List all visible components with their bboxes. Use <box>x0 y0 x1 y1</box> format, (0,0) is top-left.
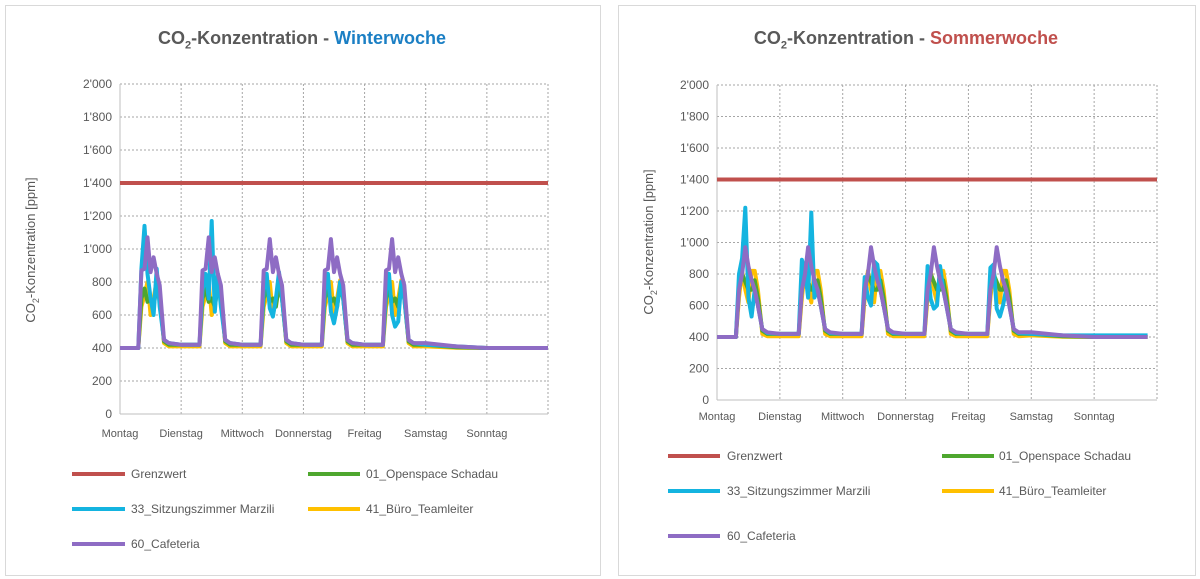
x-tick-label: Donnerstag <box>275 428 332 440</box>
y-tick-label: 400 <box>689 330 709 344</box>
legend-label: Grenzwert <box>131 467 187 481</box>
legend-label: 41_Büro_Teamleiter <box>366 502 473 516</box>
legend-label: 33_Sitzungszimmer Marzili <box>727 484 870 498</box>
y-tick-label: 200 <box>689 362 709 376</box>
series-line-60-cafeteria <box>717 245 1148 339</box>
legend-item[interactable]: Grenzwert <box>72 467 187 481</box>
y-tick-label: 1'200 <box>680 204 709 218</box>
legend-item[interactable]: 41_Büro_Teamleiter <box>942 484 1106 498</box>
y-tick-label: 200 <box>92 374 112 388</box>
y-tick-label: 1'000 <box>680 236 709 250</box>
title-prefix: CO <box>753 28 781 48</box>
legend-label: 60_Cafeteria <box>727 529 796 543</box>
legend-item[interactable]: 01_Openspace Schadau <box>308 467 498 481</box>
x-tick-label: Montag <box>102 428 139 440</box>
y-tick-label: 2'000 <box>83 77 112 91</box>
x-tick-label: Freitag <box>951 411 985 423</box>
x-tick-label: Mittwoch <box>821 411 864 423</box>
x-tick-label: Freitag <box>347 428 381 440</box>
winter-chart: 0 200 400 600 800 1'000 1'200 1'400 1'600 1'800 2'… <box>72 77 549 551</box>
y-tick-label: 1'600 <box>680 141 709 155</box>
x-tick-label: Dienstag <box>758 411 801 423</box>
legend-label: Grenzwert <box>727 449 783 463</box>
y-tick-label: 600 <box>92 308 112 322</box>
summer-chart-title: CO2-Konzentration - Sommerwoche <box>754 28 1058 52</box>
series-line-60-cafeteria <box>120 235 548 350</box>
y-tick-label: 1'000 <box>83 242 112 256</box>
legend-label: 41_Büro_Teamleiter <box>999 484 1106 498</box>
legend-label: 60_Cafeteria <box>131 537 200 551</box>
y-tick-label: 1'200 <box>83 209 112 223</box>
legend-label: 01_Openspace Schadau <box>999 449 1131 463</box>
x-tick-label: Dienstag <box>159 428 202 440</box>
title-prefix: CO <box>158 28 186 48</box>
y-tick-label: 1'600 <box>83 143 112 157</box>
x-tick-label: Sonntag <box>466 428 507 440</box>
y-tick-label: 2'000 <box>680 78 709 92</box>
title-subscript: 2 <box>780 39 788 52</box>
summer-chart: 0 200 400 600 800 1'000 1'200 1'400 1'600 1'800 2'… <box>668 78 1158 543</box>
x-tick-label: Sonntag <box>1074 411 1115 423</box>
x-tick-label: Mittwoch <box>221 428 264 440</box>
legend-item[interactable]: 01_Openspace Schadau <box>942 449 1131 463</box>
legend-item[interactable]: Grenzwert <box>668 449 783 463</box>
legend-item[interactable]: 33_Sitzungszimmer Marzili <box>72 502 274 516</box>
y-tick-label: 1'400 <box>680 173 709 187</box>
legend-item[interactable]: 33_Sitzungszimmer Marzili <box>668 484 870 498</box>
summer-chart-panel <box>618 5 1196 576</box>
title-subscript: 2 <box>185 39 192 52</box>
legend-item[interactable]: 60_Cafeteria <box>72 537 200 551</box>
title-main: -Konzentration - <box>191 28 335 48</box>
y-tick-label: 1'800 <box>83 110 112 124</box>
y-tick-label: 0 <box>702 393 709 407</box>
y-tick-label: 600 <box>689 299 709 313</box>
series-line-41-b-ro-teamleiter <box>717 268 1148 339</box>
x-tick-label: Samstag <box>404 428 447 440</box>
title-highlight: Sommerwoche <box>930 28 1059 48</box>
x-tick-label: Montag <box>699 411 736 423</box>
y-tick-label: 800 <box>689 267 709 281</box>
y-tick-label: 800 <box>92 275 112 289</box>
legend-item[interactable]: 60_Cafeteria <box>668 529 796 543</box>
winter-chart-title: CO2-Konzentration - Winterwoche <box>158 28 446 52</box>
y-tick-label: 400 <box>92 341 112 355</box>
legend-label: 01_Openspace Schadau <box>366 467 498 481</box>
x-tick-label: Donnerstag <box>877 411 934 423</box>
legend-label: 33_Sitzungszimmer Marzili <box>131 502 274 516</box>
y-tick-label: 0 <box>105 407 112 421</box>
title-highlight: Winterwoche <box>334 28 446 48</box>
y-tick-label: 1'800 <box>680 110 709 124</box>
legend-item[interactable]: 41_Büro_Teamleiter <box>308 502 473 516</box>
y-tick-label: 1'400 <box>83 176 112 190</box>
x-tick-label: Samstag <box>1010 411 1053 423</box>
title-main: -Konzentration - <box>787 28 931 48</box>
series-line-33-sitzungszimmer-marzili <box>120 219 548 350</box>
